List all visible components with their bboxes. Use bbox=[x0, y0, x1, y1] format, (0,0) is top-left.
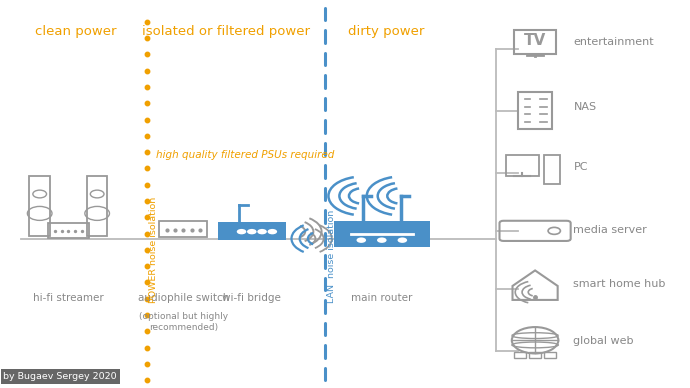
Text: (optional but highly
recommended): (optional but highly recommended) bbox=[139, 312, 228, 332]
Circle shape bbox=[257, 229, 267, 234]
Bar bbox=[514, 352, 526, 358]
Text: LAN  noise isolation: LAN noise isolation bbox=[327, 210, 336, 303]
Bar bbox=[48, 223, 89, 238]
Text: smart home hub: smart home hub bbox=[573, 279, 666, 289]
Text: hi-fi streamer: hi-fi streamer bbox=[33, 293, 104, 303]
Text: wi-fi bridge: wi-fi bridge bbox=[222, 293, 282, 303]
Bar bbox=[544, 352, 556, 358]
Bar bbox=[159, 221, 207, 237]
Text: clean power: clean power bbox=[34, 24, 116, 38]
Text: by Bugaev Sergey 2020: by Bugaev Sergey 2020 bbox=[3, 372, 117, 381]
Text: PC: PC bbox=[573, 162, 588, 172]
Text: NAS: NAS bbox=[573, 102, 597, 113]
Circle shape bbox=[247, 229, 257, 234]
Circle shape bbox=[237, 229, 246, 234]
Text: entertainment: entertainment bbox=[573, 36, 654, 47]
Text: global web: global web bbox=[573, 336, 634, 346]
Bar bbox=[506, 155, 538, 176]
Bar bbox=[518, 92, 552, 129]
Bar bbox=[544, 155, 560, 184]
Bar bbox=[87, 175, 108, 236]
Circle shape bbox=[377, 237, 386, 243]
Bar bbox=[217, 222, 286, 240]
Bar bbox=[30, 175, 50, 236]
Text: isolated or filtered power: isolated or filtered power bbox=[142, 24, 310, 38]
Bar bbox=[514, 30, 556, 54]
Bar bbox=[529, 352, 541, 358]
Circle shape bbox=[268, 229, 277, 234]
Circle shape bbox=[397, 237, 407, 243]
Text: main router: main router bbox=[351, 293, 413, 303]
Text: POWER noise isolation: POWER noise isolation bbox=[150, 196, 159, 303]
Text: audiophile switch: audiophile switch bbox=[138, 293, 229, 303]
Text: dirty power: dirty power bbox=[348, 24, 425, 38]
Bar bbox=[334, 221, 430, 247]
Text: high quality filtered PSUs required: high quality filtered PSUs required bbox=[156, 150, 335, 160]
Text: TV: TV bbox=[524, 33, 546, 48]
Circle shape bbox=[357, 237, 366, 243]
Text: media server: media server bbox=[573, 225, 647, 235]
